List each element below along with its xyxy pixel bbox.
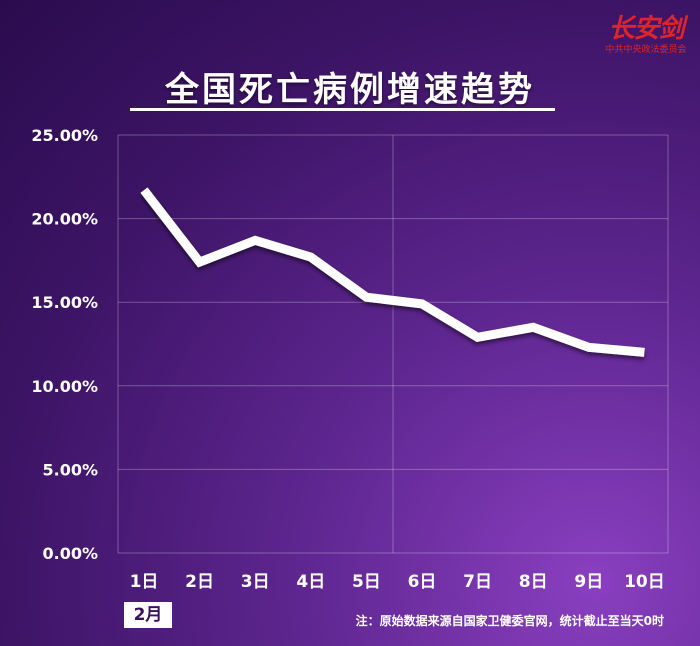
- x-tick-label: 6日: [408, 572, 437, 592]
- y-tick-label: 15.00%: [31, 293, 98, 312]
- y-tick-label: 5.00%: [42, 460, 98, 479]
- x-tick-label: 5日: [352, 572, 381, 592]
- x-tick-label: 9日: [574, 572, 603, 592]
- x-tick-label: 4日: [296, 572, 325, 592]
- title-underline: [130, 108, 555, 111]
- y-tick-label: 25.00%: [31, 126, 98, 145]
- x-tick-label: 1日: [130, 572, 159, 592]
- y-axis-ticks: 0.00% 5.00% 10.00% 15.00% 20.00% 25.00%: [31, 126, 98, 563]
- month-label: 2月: [124, 602, 172, 628]
- x-tick-label: 2日: [185, 572, 214, 592]
- logo-subtext: 中共中央政法委员会: [605, 45, 687, 55]
- y-tick-label: 10.00%: [31, 377, 98, 396]
- chart-title: 全国死亡病例增速趋势: [165, 70, 535, 110]
- brand-logo: 长安剑 中共中央政法委员会: [600, 14, 692, 60]
- x-tick-label: 7日: [463, 572, 492, 592]
- x-tick-label: 10日: [624, 572, 665, 592]
- y-tick-label: 0.00%: [42, 544, 98, 563]
- series-line: [140, 187, 645, 357]
- y-tick-label: 20.00%: [31, 210, 98, 229]
- x-tick-label: 3日: [241, 572, 270, 592]
- source-note: 注：原始数据来源自国家卫健委官网，统计截止至当天0时: [355, 614, 664, 628]
- logo-text: 长安剑: [608, 14, 684, 44]
- x-axis-ticks: 1日 2日 3日 4日 5日 6日 7日 8日 9日 10日: [130, 572, 665, 592]
- x-tick-label: 8日: [519, 572, 548, 592]
